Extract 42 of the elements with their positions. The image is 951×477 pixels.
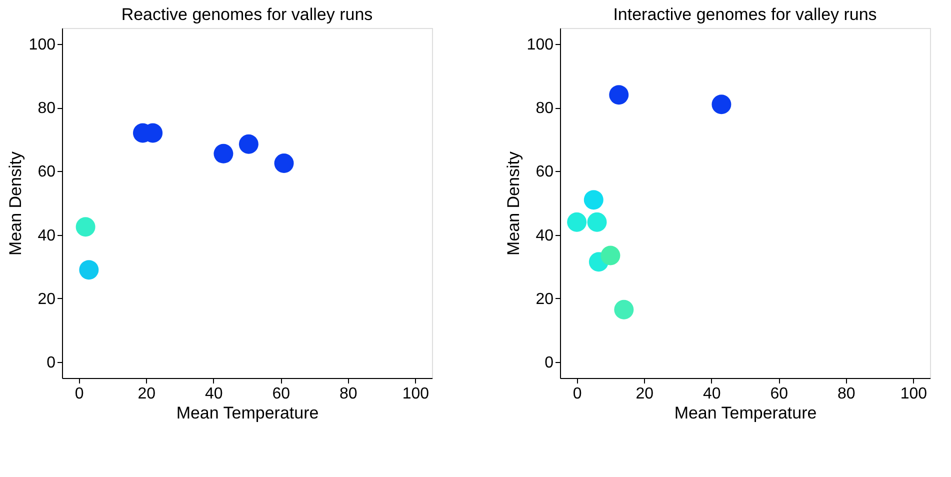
point [584, 190, 604, 210]
x-tick-label: 20 [636, 386, 654, 402]
x-tick-label: 80 [340, 386, 358, 402]
point [76, 217, 96, 237]
point [214, 144, 234, 164]
point [238, 134, 258, 154]
y-tick-label: 100 [526, 36, 554, 54]
x-tick-label: 40 [702, 386, 721, 402]
x-tick-label: 100 [402, 386, 430, 402]
y-tick-label: 0 [544, 354, 554, 372]
y-tick-label: 60 [536, 164, 554, 181]
point [587, 212, 607, 232]
point [609, 85, 629, 105]
x-tick-label: 20 [138, 386, 156, 402]
x-tick-label: 40 [204, 386, 223, 402]
y-tick-label: 80 [536, 100, 554, 118]
point [79, 260, 99, 280]
y-tick-label: 40 [38, 227, 56, 244]
chart-title: Reactive genomes for valley runs [121, 5, 373, 24]
point [712, 94, 732, 114]
y-axis-title: Mean Density [504, 151, 523, 256]
y-tick-label: 60 [38, 164, 56, 181]
y-tick-label: 40 [536, 227, 554, 244]
y-tick-label: 0 [46, 354, 56, 372]
point [567, 212, 587, 232]
point [274, 154, 294, 173]
y-tick-label: 20 [536, 290, 554, 308]
y-tick-label: 20 [38, 290, 56, 308]
y-tick-label: 80 [38, 100, 56, 118]
x-axis-title: Mean Temperature [176, 404, 319, 422]
x-tick-label: 0 [572, 386, 582, 402]
y-axis-title: Mean Density [6, 151, 25, 256]
point [614, 300, 634, 320]
chart-title: Interactive genomes for valley runs [613, 5, 877, 24]
x-tick-label: 100 [900, 386, 928, 402]
x-tick-label: 60 [272, 386, 290, 402]
x-tick-label: 0 [74, 386, 84, 402]
x-tick-label: 80 [838, 386, 856, 402]
x-tick-label: 60 [770, 386, 788, 402]
point [600, 246, 620, 266]
x-axis-title: Mean Temperature [674, 404, 817, 422]
y-tick-label: 100 [28, 36, 56, 54]
